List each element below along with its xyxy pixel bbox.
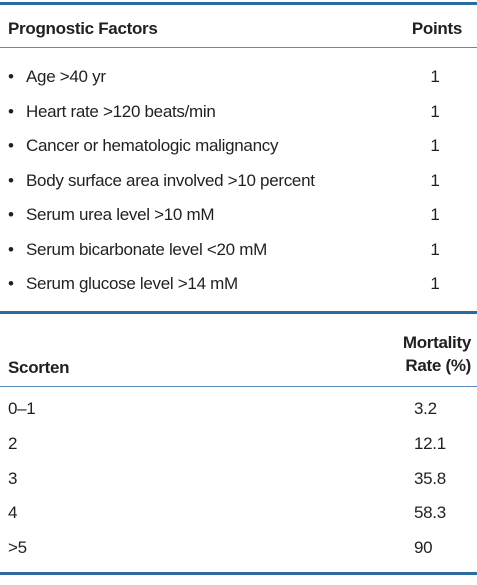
header-rule [0,47,477,48]
factor-label: Heart rate >120 beats/min [8,95,216,130]
column-header: Scorten [8,358,70,377]
mortality-value: 3.2 [414,399,437,419]
points-value: 1 [430,274,440,294]
factor-label: Serum urea level >10 mM [8,198,215,233]
points-value: 1 [430,170,440,190]
factor-label: Serum bicarbonate level <20 mM [8,233,267,268]
mortality-value: 12.1 [414,434,446,454]
factor-label: Serum glucose level >14 mM [8,267,238,302]
header-rule [0,386,477,387]
points-value: 1 [430,136,440,156]
bottom-rule [0,572,477,575]
section-rule [0,311,477,314]
column-header: Points [411,19,462,38]
points-value: 1 [430,205,440,225]
column-header: Mortality Rate (%) [402,333,471,375]
points-value: 1 [430,239,440,259]
mortality-value: 90 [414,538,433,558]
factor-label: Cancer or hematologic malignancy [8,129,278,164]
scorten-label: 4 [8,503,18,523]
points-value: 1 [430,101,440,121]
scorten-label: 0–1 [8,399,36,419]
scorten-label: >5 [8,538,27,558]
factor-label: Age >40 yr [8,60,106,95]
points-value: 1 [430,67,440,87]
scorten-label: 3 [8,468,18,488]
factor-label: Body surface area involved >10 percent [8,164,315,199]
column-header: Prognostic Factors [8,19,158,38]
top-rule [0,2,477,5]
mortality-value: 35.8 [414,468,446,488]
scorten-label: 2 [8,434,18,454]
mortality-value: 58.3 [414,503,446,523]
